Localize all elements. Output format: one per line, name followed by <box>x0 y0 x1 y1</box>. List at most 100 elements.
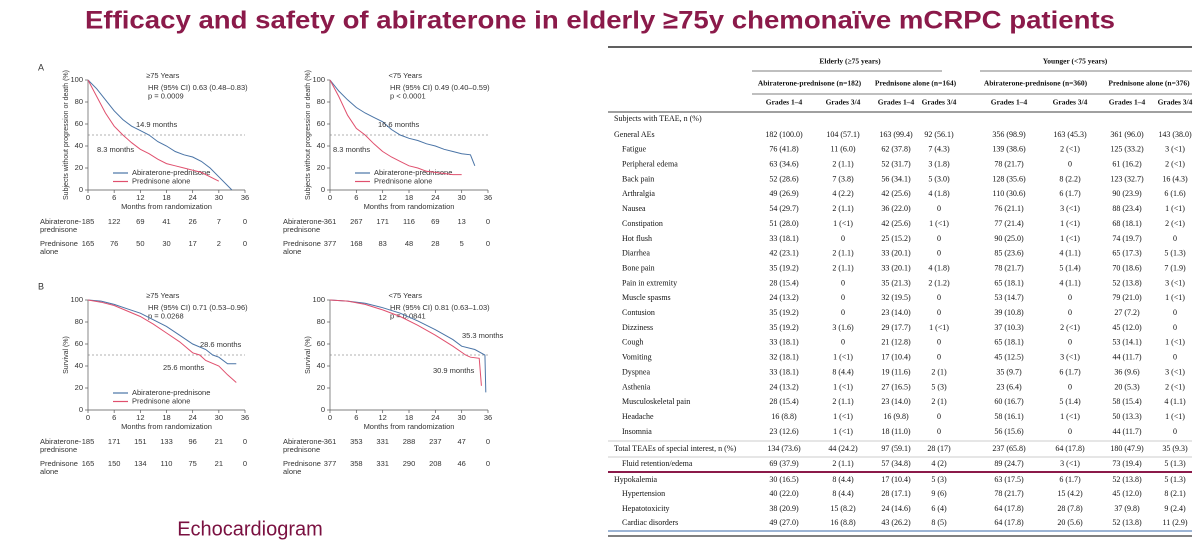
cell: 5 (3) <box>931 475 947 484</box>
legend-label: Abiraterone-prednisone <box>132 388 210 397</box>
group-header: Elderly (≥75 years) <box>819 57 881 66</box>
row-label: Nausea <box>622 204 646 213</box>
cell: 0 <box>937 338 941 347</box>
x-tick-label: 18 <box>405 413 413 422</box>
cell: 6 (1.7) <box>1059 475 1081 484</box>
cell: 51 (28.0) <box>769 219 799 228</box>
row-label: Headache <box>622 412 654 421</box>
row-label: General AEs <box>614 130 655 139</box>
row-label: Diarrhea <box>622 249 650 258</box>
cell: 1 (<1) <box>833 412 853 421</box>
y-axis-label: Survival (%) <box>63 336 70 374</box>
y-tick-label: 100 <box>70 75 83 84</box>
plot-title: <75 Years <box>388 291 422 300</box>
cell: 78 (21.7) <box>994 489 1024 498</box>
at-risk-count: 0 <box>486 437 490 446</box>
cell: 92 (56.1) <box>924 130 954 139</box>
legend-label: Prednisone alone <box>132 396 190 405</box>
at-risk-count: 0 <box>486 459 490 468</box>
at-risk-count: 358 <box>350 459 363 468</box>
arm-header: Prednisone alone (n=164) <box>875 79 957 88</box>
cell: 20 (5.6) <box>1057 518 1083 527</box>
at-risk-count: 30 <box>162 239 170 248</box>
cell: 70 (18.6) <box>1112 263 1142 272</box>
cell: 6 (1.7) <box>1059 367 1081 376</box>
cell: 0 <box>841 234 845 243</box>
cell: 6 (1.7) <box>1059 189 1081 198</box>
cell: 2 (<1) <box>1060 145 1080 154</box>
cell: 33 (20.1) <box>881 249 911 258</box>
cell: 39 (10.8) <box>994 308 1024 317</box>
grade-header: Grades 3/4 <box>922 98 957 107</box>
y-axis-label: Subjects without progression or death (%… <box>305 70 312 200</box>
cell: 89 (24.7) <box>994 459 1024 468</box>
cell: 64 (17.8) <box>1055 444 1085 453</box>
at-risk-count: 0 <box>243 437 247 446</box>
cell: 28 (15.4) <box>769 397 799 406</box>
cell: 5 (1.3) <box>1164 475 1186 484</box>
cell: 6 (4) <box>931 504 947 513</box>
cell: 77 (21.4) <box>994 219 1024 228</box>
at-risk-label: Prednisone alone <box>283 459 321 476</box>
x-tick-label: 0 <box>328 413 332 422</box>
cell: 0 <box>1173 353 1177 362</box>
cell: 52 (13.8) <box>1112 278 1142 287</box>
slide-title: Efficacy and safety of abiraterone in el… <box>85 7 1115 35</box>
cell: 23 (6.4) <box>996 382 1022 391</box>
cell: 15 (4.2) <box>1057 489 1083 498</box>
cell: 4 (1.1) <box>1059 278 1081 287</box>
cell: 35 (19.2) <box>769 308 799 317</box>
cell: 21 (12.8) <box>881 338 911 347</box>
cell: 16 (4.3) <box>1162 174 1188 183</box>
cell: 8 (4.4) <box>832 367 854 376</box>
cell: 3 (<1) <box>1165 278 1185 287</box>
y-axis-label: Survival (%) <box>305 336 312 374</box>
at-risk-count: 116 <box>403 217 415 226</box>
x-tick-label: 6 <box>354 413 358 422</box>
y-tick-label: 60 <box>317 339 325 348</box>
cell: 0 <box>1173 427 1177 436</box>
row-label: Back pain <box>622 174 654 183</box>
at-risk-count: 21 <box>215 459 223 468</box>
median-label: 14.9 months <box>136 120 178 129</box>
x-tick-label: 24 <box>431 413 439 422</box>
cell: 28 (7.8) <box>1057 504 1083 513</box>
cell: 62 (37.8) <box>881 145 911 154</box>
arm-header: Abiraterone-prednisone (n=360) <box>984 79 1088 88</box>
x-axis-label: Months from randomization <box>121 422 212 431</box>
cell: 19 (11.6) <box>881 367 910 376</box>
at-risk-count: 331 <box>376 459 389 468</box>
cell: 37 (9.8) <box>1114 504 1140 513</box>
x-axis-label: Months from randomization <box>364 202 455 211</box>
cell: 4 (1.1) <box>1164 397 1186 406</box>
at-risk-label: Prednisone alone <box>40 239 78 256</box>
at-risk-label: Abiraterone-prednisone <box>40 217 82 234</box>
cell: 1 (<1) <box>1060 219 1080 228</box>
cell: 17 (10.4) <box>881 353 911 362</box>
cell: 0 <box>1068 160 1072 169</box>
cell: 50 (13.3) <box>1112 412 1142 421</box>
cell: 44 (11.7) <box>1112 353 1141 362</box>
x-tick-label: 36 <box>241 413 249 422</box>
cell: 24 (13.2) <box>769 382 799 391</box>
median-label: 25.6 months <box>163 363 205 372</box>
cell: 37 (10.3) <box>994 323 1024 332</box>
cell: 23 (14.0) <box>881 308 911 317</box>
cell: 0 <box>1068 293 1072 302</box>
cell: 0 <box>937 204 941 213</box>
cell: 30 (16.5) <box>769 475 799 484</box>
cell: 52 (13.8) <box>1112 475 1142 484</box>
cell: 45 (12.0) <box>1112 323 1142 332</box>
survival-curve <box>87 79 233 191</box>
cell: 0 <box>1068 308 1072 317</box>
cell: 2 (1.1) <box>832 204 854 213</box>
cell: 76 (41.8) <box>769 145 799 154</box>
cell: 5 (3) <box>931 382 947 391</box>
cell: 8 (2.2) <box>1059 174 1081 183</box>
at-risk-count: 13 <box>457 217 465 226</box>
row-label: Contusion <box>622 308 655 317</box>
cell: 1 (<1) <box>833 219 853 228</box>
at-risk-count: 76 <box>110 239 118 248</box>
row-label: Cardiac disorders <box>622 518 678 527</box>
